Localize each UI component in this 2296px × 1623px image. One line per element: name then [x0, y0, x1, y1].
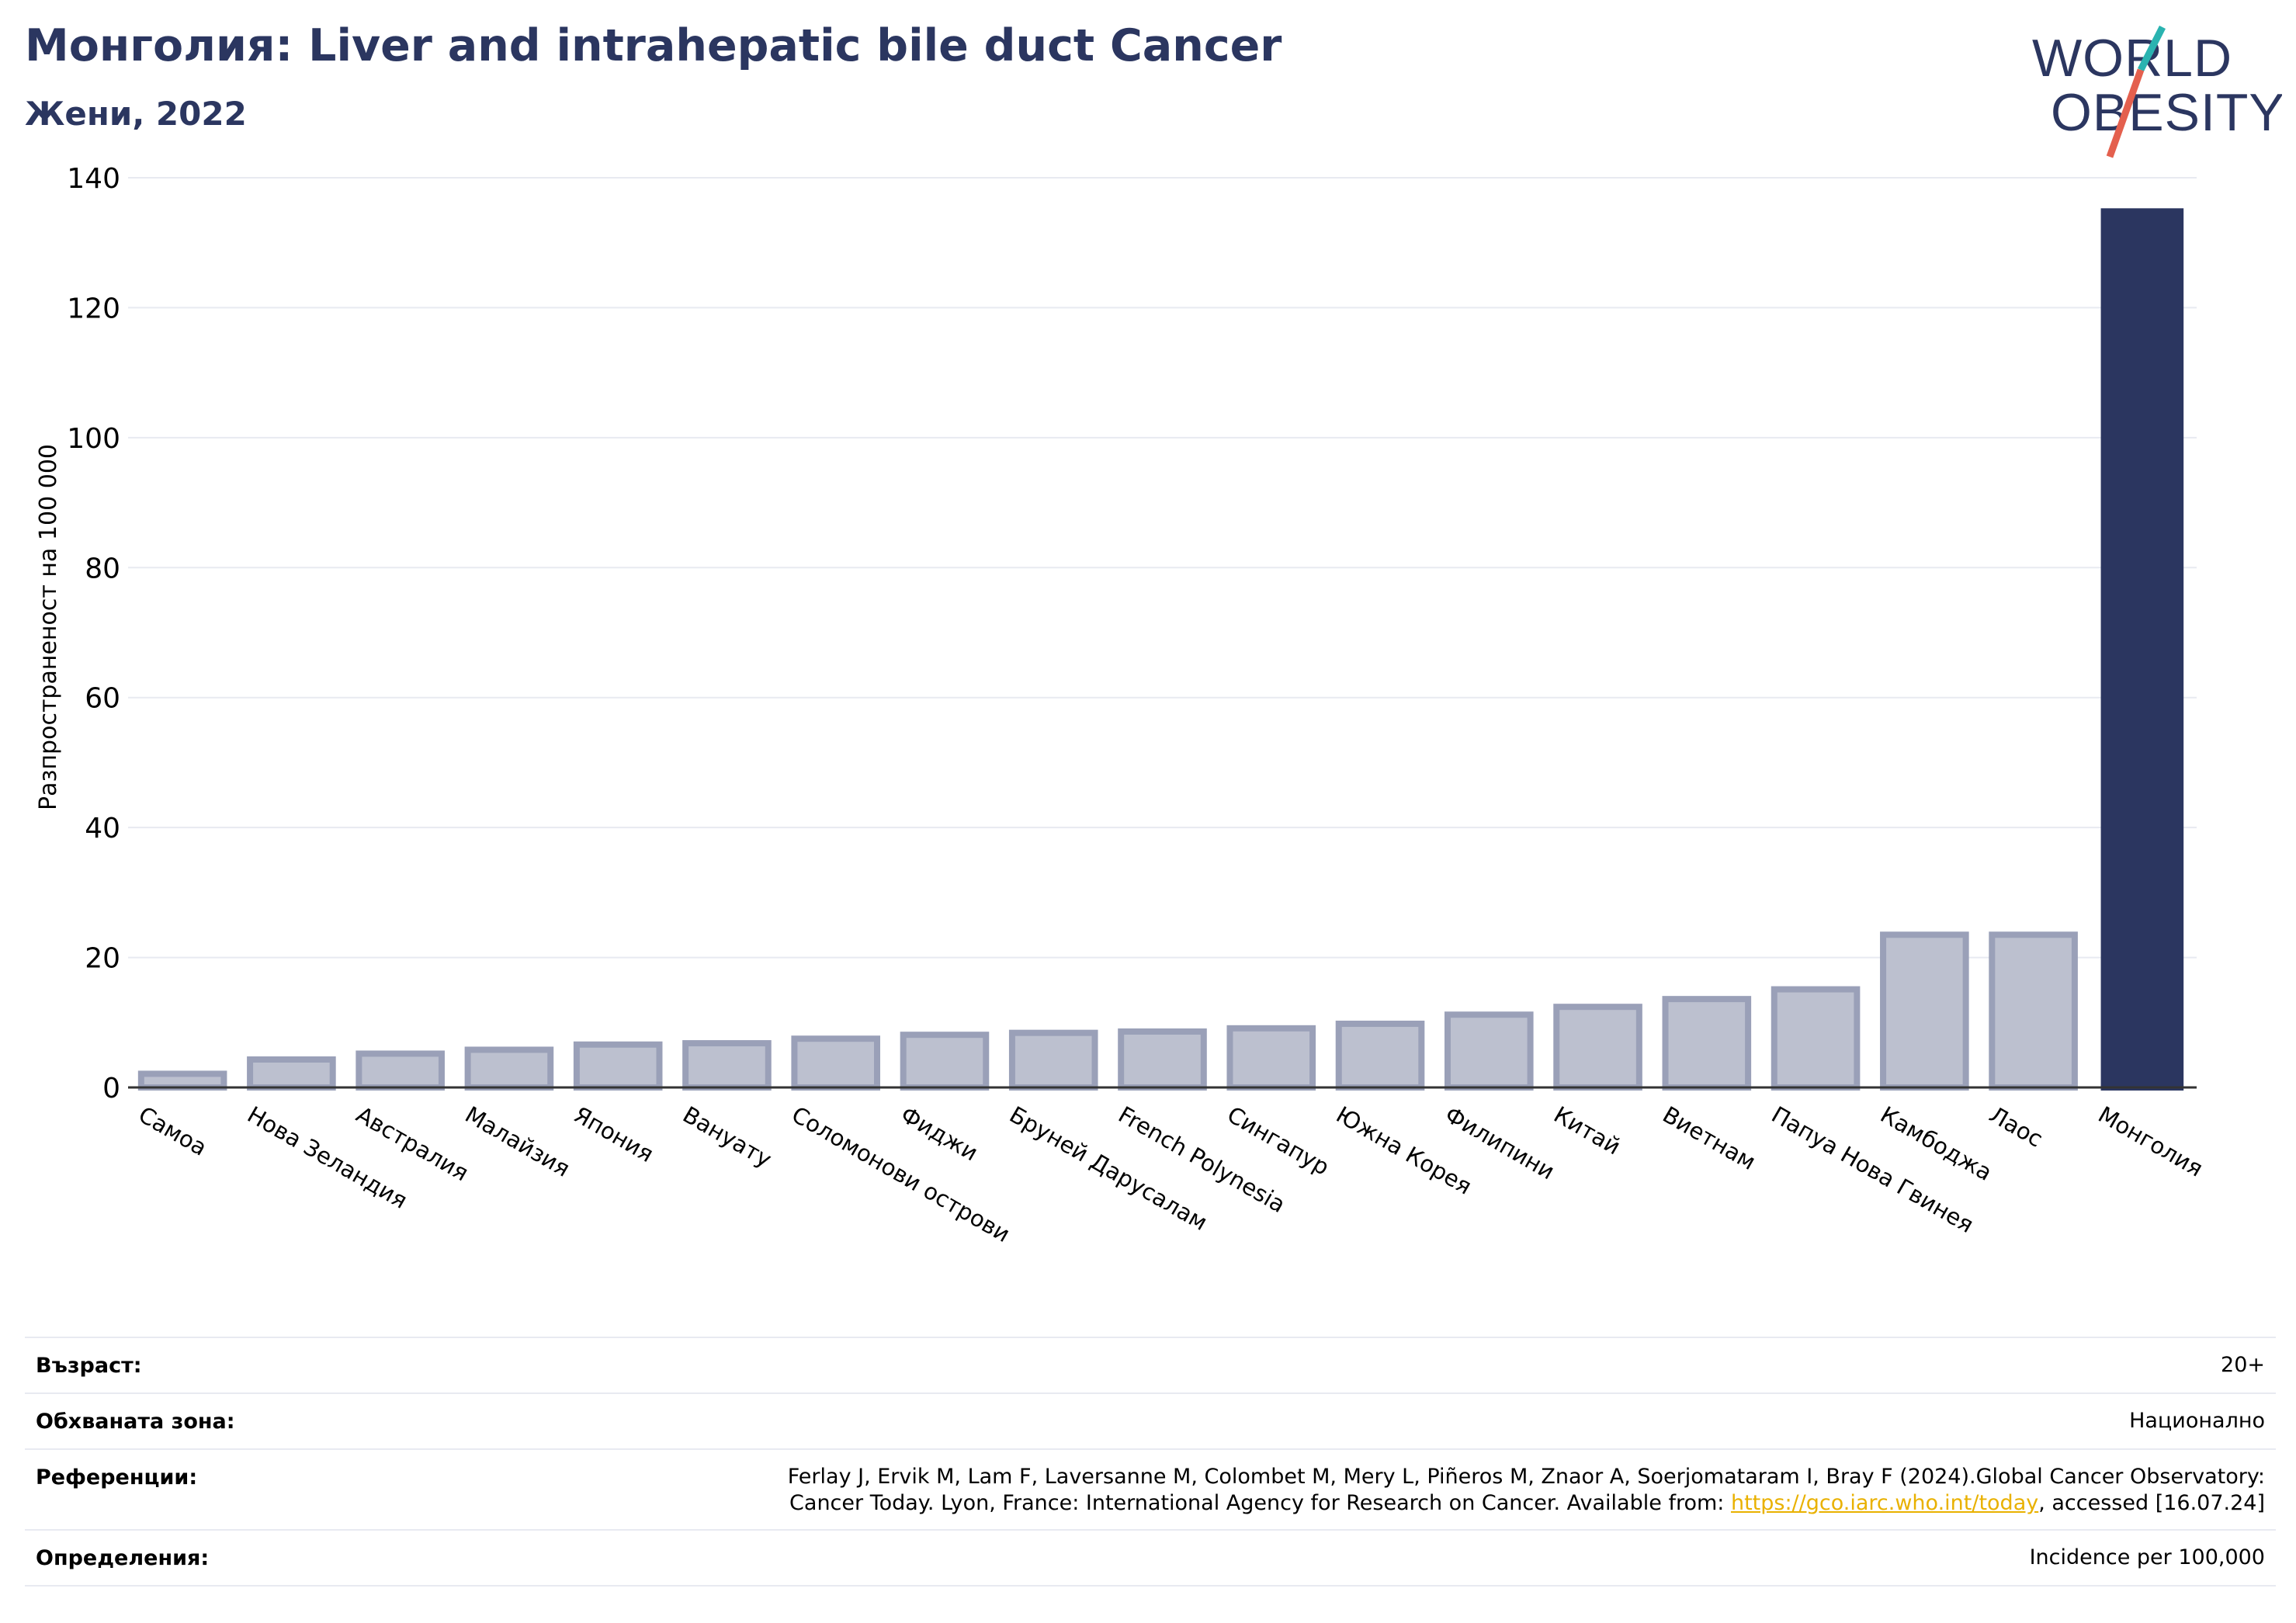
x-tick-label: Папуа Нова Гвинея	[1767, 1101, 1979, 1239]
bar-highlight	[2100, 208, 2184, 1091]
x-axis-ticks: Самоа Нова ЗеландияАвстралияМалайзияЯпони…	[134, 1101, 2208, 1248]
references-link[interactable]: https://gco.iarc.who.int/today	[1730, 1491, 2039, 1515]
y-tick-label: 80	[85, 553, 120, 584]
bar	[682, 1040, 772, 1091]
references-value: Ferlay J, Ervik M, Lam F, Laversanne M, …	[788, 1464, 2265, 1517]
references-line-1: Ferlay J, Ervik M, Lam F, Laversanne M, …	[787, 1465, 2265, 1489]
bar	[791, 1035, 881, 1091]
references-label: Референции:	[36, 1465, 198, 1489]
y-tick-label: 120	[67, 293, 120, 324]
definitions-value: Incidence per 100,000	[2029, 1545, 2265, 1569]
x-tick-label: Бруней Дарусалам	[1005, 1101, 1212, 1236]
bar	[247, 1056, 336, 1091]
bar	[1444, 1011, 1534, 1091]
x-tick-label: Малайзия	[461, 1101, 575, 1182]
references-line-2: Cancer Today. Lyon, France: Internationa…	[788, 1490, 2265, 1517]
bar	[1553, 1004, 1642, 1091]
y-axis-ticks: 0 20 40 60 80 100 120 140	[67, 163, 120, 1105]
age-value: 20+	[2221, 1353, 2265, 1377]
x-tick-label: Фиджи	[897, 1101, 983, 1167]
logo-slash-top	[2137, 25, 2166, 72]
x-tick-label: Лаос	[1985, 1101, 2047, 1153]
y-tick-label: 20	[85, 943, 120, 975]
bar	[1662, 996, 1752, 1091]
references-accessed: , accessed [16.07.24]	[2038, 1491, 2265, 1515]
y-tick-label: 100	[67, 423, 120, 455]
area-label: Обхваната зона:	[36, 1410, 235, 1434]
bar-chart: 0 20 40 60 80 100 120 140 Самоа Нова ЗеландияАвс…	[35, 163, 2208, 1248]
y-tick-label: 40	[85, 813, 120, 844]
bar	[1008, 1029, 1098, 1091]
chart-title: Монголия: Liver and intrahepatic bile du…	[25, 20, 1282, 71]
y-tick-label: 60	[85, 683, 120, 715]
x-tick-label: Япония	[570, 1101, 658, 1167]
bar	[573, 1041, 663, 1091]
bar	[464, 1046, 554, 1091]
logo-text-obesity: OBESITY	[2051, 83, 2282, 142]
area-value: Национално	[2129, 1409, 2265, 1433]
x-tick-label: Китай	[1549, 1101, 1625, 1160]
bar	[137, 1070, 227, 1091]
info-row-references: Референции: Ferlay J, Ervik M, Lam F, La…	[25, 1448, 2276, 1529]
logo-text-world: WORLD	[2032, 29, 2232, 88]
age-label: Възраст:	[36, 1354, 142, 1378]
info-row-definitions: Определения: Incidence per 100,000	[25, 1529, 2276, 1587]
y-axis-label: Разпространеност на 100 000	[35, 444, 62, 810]
bar	[1118, 1028, 1207, 1091]
x-tick-label: Вануату	[678, 1101, 776, 1173]
bar	[900, 1032, 990, 1091]
world-obesity-logo: WORLD OBESITY	[2032, 25, 2282, 158]
y-tick-label: 0	[102, 1073, 120, 1105]
bar	[1771, 986, 1861, 1091]
info-row-area: Обхваната зона: Национално	[25, 1392, 2276, 1448]
bars	[137, 208, 2184, 1091]
logo-slash-bottom	[2106, 68, 2145, 158]
x-tick-label: Самоа	[134, 1101, 212, 1161]
definitions-label: Определения:	[36, 1546, 210, 1570]
bar	[1989, 931, 2078, 1091]
bar	[1335, 1020, 1425, 1091]
info-row-age: Възраст: 20+	[25, 1337, 2276, 1392]
y-tick-label: 140	[67, 163, 120, 195]
bar	[1880, 931, 1969, 1091]
chart-subtitle: Жени, 2022	[25, 95, 247, 133]
bar	[355, 1050, 445, 1091]
x-tick-label: Монголия	[2093, 1101, 2207, 1182]
bar	[1226, 1025, 1316, 1091]
references-text: Cancer Today. Lyon, France: Internationa…	[789, 1491, 1731, 1515]
info-table: Възраст: 20+ Обхваната зона: Национално …	[25, 1337, 2276, 1587]
x-tick-label: Виетнам	[1658, 1101, 1760, 1175]
